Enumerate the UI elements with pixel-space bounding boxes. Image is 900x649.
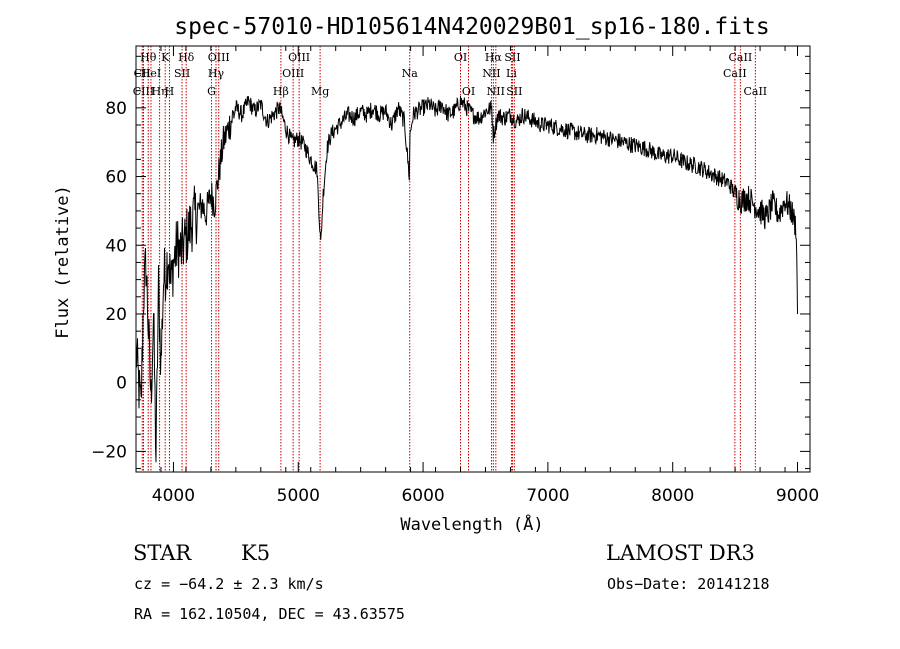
obs-date: Obs−Date: 20141218 <box>607 575 770 593</box>
spectral-line-label-26: CaII <box>723 67 747 80</box>
spectral-line-label-22: SII <box>504 51 520 64</box>
spectral-line-label-8: H <box>165 85 175 98</box>
series-line-flux <box>135 95 798 463</box>
object-subclass: K5 <box>241 541 271 565</box>
spectral-line-label-1: CII <box>134 67 151 80</box>
y-axis-label: Flux (relative) <box>53 185 73 339</box>
redshift-cz: cz = −64.2 ± 2.3 km/s <box>134 575 324 593</box>
chart-title: spec-57010-HD105614N420029B01_sp16-180.f… <box>174 14 769 40</box>
spectral-line-label-4: HeI <box>141 67 161 80</box>
y-tick-label-5: 80 <box>105 99 127 119</box>
x-tick-label-2: 6000 <box>401 486 444 506</box>
spectral-line-label-16: Na <box>402 67 419 80</box>
x-tick-label-1: 5000 <box>277 486 320 506</box>
x-tick-label-0: 4000 <box>152 486 195 506</box>
spectral-line-label-12: OIII <box>288 51 310 64</box>
spectral-line-label-9: OIII <box>208 51 230 64</box>
spectral-line-label-25: CaII <box>729 51 753 64</box>
spectral-line-label-27: CaII <box>743 85 767 98</box>
plot-frame <box>135 45 811 473</box>
spectral-line-label-18: OI <box>462 85 475 98</box>
spectral-line-label-6: Hδ <box>178 51 195 64</box>
spectrum-chart: spec-57010-HD105614N420029B01_sp16-180.f… <box>53 14 819 535</box>
x-tick-label-5: 9000 <box>776 486 819 506</box>
object-class: STAR <box>133 541 192 565</box>
y-tick-label-4: 60 <box>105 168 127 188</box>
x-tick-label-3: 7000 <box>526 486 569 506</box>
spectral-line-label-21: NII <box>487 85 505 98</box>
spectral-line-label-2: CIII <box>133 85 154 98</box>
spectral-line-label-20: NII <box>482 67 500 80</box>
y-tick-label-0: −20 <box>91 442 127 462</box>
y-tick-label-1: 0 <box>116 374 127 394</box>
spectral-line-label-17: OI <box>454 51 467 64</box>
spectral-line-label-0: Hθ <box>140 51 157 64</box>
series-group <box>135 95 798 463</box>
survey-name: LAMOST DR3 <box>606 541 755 565</box>
spectral-line-label-10: Hγ <box>208 67 225 80</box>
x-axis-label: Wavelength (Å) <box>400 513 543 535</box>
spectral-line-label-3: K <box>161 51 170 64</box>
x-axis: 4000 5000 6000 7000 8000 9000 <box>135 46 819 506</box>
spectral-line-label-7: SII <box>174 67 190 80</box>
x-tick-label-4: 8000 <box>651 486 694 506</box>
y-tick-label-3: 40 <box>105 236 127 256</box>
spectral-line-label-13: OIII <box>282 67 304 80</box>
spectral-line-label-24: SII <box>506 85 522 98</box>
spectral-line-label-11: G <box>207 85 216 98</box>
spectral-line-label-5: Hη <box>151 85 167 98</box>
y-tick-label-2: 20 <box>105 305 127 325</box>
spectral-line-markers <box>141 46 756 472</box>
y-axis: −20 0 20 40 60 80 <box>91 55 810 470</box>
spectral-line-label-23: Li <box>506 67 517 80</box>
spectral-line-label-19: Hα <box>485 51 503 64</box>
spectral-line-label-14: Hβ <box>273 85 289 98</box>
spectral-line-label-15: Mg <box>311 85 329 98</box>
coordinates: RA = 162.10504, DEC = 43.63575 <box>134 605 405 623</box>
